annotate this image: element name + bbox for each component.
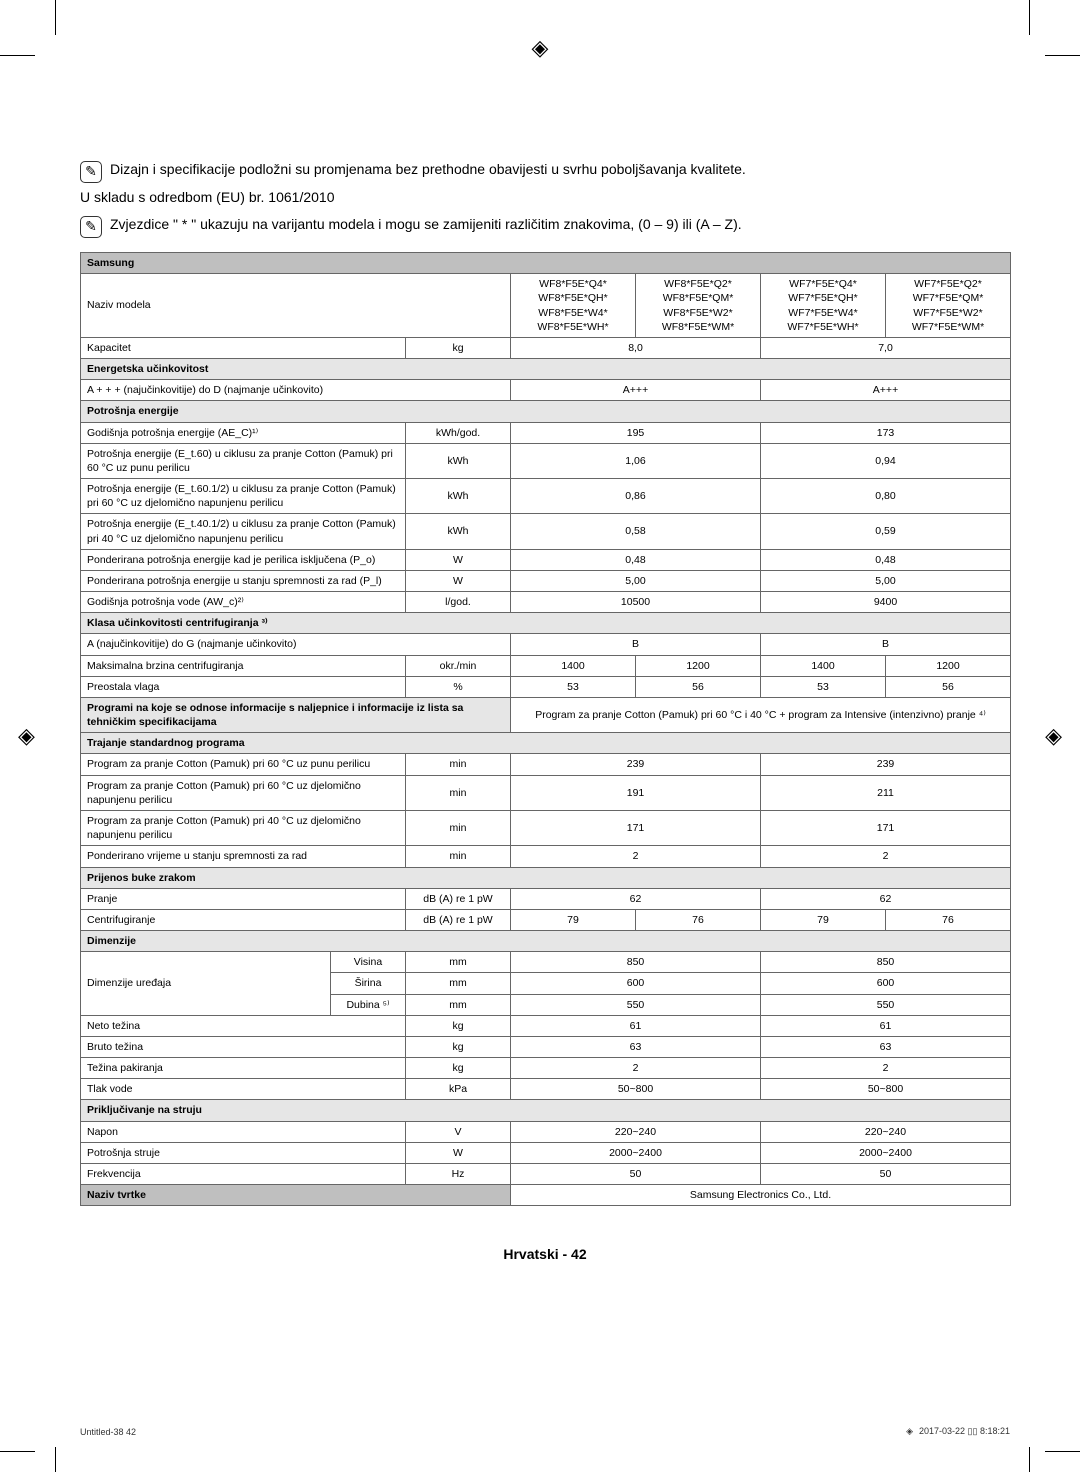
pressure-label: Tlak vode <box>81 1079 406 1100</box>
note-2: ✎ Zvjezdice " * " ukazuju na varijantu m… <box>80 215 1010 238</box>
note-1: ✎ Dizajn i specifikacije podložni su pro… <box>80 160 1010 183</box>
model-col4: WF7*F5E*Q2*WF7*F5E*QM*WF7*F5E*W2*WF7*F5E… <box>886 274 1011 338</box>
company-value: Samsung Electronics Co., Ltd. <box>511 1185 1011 1206</box>
capacity-v2: 7,0 <box>761 337 1011 358</box>
model-col1: WF8*F5E*Q4*WF8*F5E*QH*WF8*F5E*W4*WF8*F5E… <box>511 274 636 338</box>
pond-time-label: Ponderirano vrijeme u stanju spremnosti … <box>81 846 406 867</box>
note-icon: ✎ <box>80 216 102 238</box>
water-label: Godišnja potrošnja vode (AW_c)²⁾ <box>81 592 406 613</box>
wash-noise-label: Pranje <box>81 888 406 909</box>
pack-weight-label: Težina pakiranja <box>81 1058 406 1079</box>
footer-right: ◈ 2017-03-22 ▯▯ 8:18:21 <box>906 1426 1010 1437</box>
registration-right: ◈ <box>1045 723 1062 749</box>
pond-on-label: Ponderirana potrošnja energije u stanju … <box>81 570 406 591</box>
registration-bottom: ◈ <box>906 1426 913 1437</box>
company-label: Naziv tvrtke <box>81 1185 511 1206</box>
sec-duration: Trajanje standardnog programa <box>81 733 1011 754</box>
eff-class-v2: A+++ <box>761 380 1011 401</box>
spin-noise-label: Centrifugiranje <box>81 909 406 930</box>
model-col2: WF8*F5E*Q2*WF8*F5E*QM*WF8*F5E*W2*WF8*F5E… <box>636 274 761 338</box>
registration-left: ◈ <box>18 723 35 749</box>
sec-dim: Dimenzije <box>81 931 1011 952</box>
note-1-text: Dizajn i specifikacije podložni su promj… <box>110 160 746 180</box>
pond-off-label: Ponderirana potrošnja energije kad je pe… <box>81 549 406 570</box>
d60full-label: Program za pranje Cotton (Pamuk) pri 60 … <box>81 754 406 775</box>
e60half-label: Potrošnja energije (E_t.60.1/2) u ciklus… <box>81 479 406 514</box>
sec-programs-note: Program za pranje Cotton (Pamuk) pri 60 … <box>511 697 1011 732</box>
max-spin-label: Maksimalna brzina centrifugiranja <box>81 655 406 676</box>
dim-label: Dimenzije uređaja <box>81 952 331 1016</box>
power-label: Potrošnja struje <box>81 1142 406 1163</box>
sec-consumption: Potrošnja energije <box>81 401 1011 422</box>
annual-cons-label: Godišnja potrošnja energije (AE_C)¹⁾ <box>81 422 406 443</box>
note-icon: ✎ <box>80 161 102 183</box>
e60-label: Potrošnja energije (E_t.60) u ciklusu za… <box>81 443 406 478</box>
sec-elec: Priključivanje na struju <box>81 1100 1011 1121</box>
sec-noise: Prijenos buke zrakom <box>81 867 1011 888</box>
note-1-sub: U skladu s odredbom (EU) br. 1061/2010 <box>80 189 1010 205</box>
spin-class-label: A (najučinkovitije) do G (najmanje učink… <box>81 634 511 655</box>
eff-class-v1: A+++ <box>511 380 761 401</box>
registration-top: ◈ <box>532 35 549 61</box>
note-2-text: Zvjezdice " * " ukazuju na varijantu mod… <box>110 215 742 235</box>
footer-left: Untitled-38 42 <box>80 1427 136 1437</box>
capacity-label: Kapacitet <box>81 337 406 358</box>
capacity-v1: 8,0 <box>511 337 761 358</box>
brand-header: Samsung <box>81 253 1011 274</box>
model-label: Naziv modela <box>81 274 511 338</box>
moisture-label: Preostala vlaga <box>81 676 406 697</box>
d60half-label: Program za pranje Cotton (Pamuk) pri 60 … <box>81 775 406 810</box>
d40half-label: Program za pranje Cotton (Pamuk) pri 40 … <box>81 810 406 845</box>
freq-label: Frekvencija <box>81 1163 406 1184</box>
spec-table: Samsung Naziv modela WF8*F5E*Q4*WF8*F5E*… <box>80 252 1011 1206</box>
capacity-unit: kg <box>406 337 511 358</box>
model-col3: WF7*F5E*Q4*WF7*F5E*QH*WF7*F5E*W4*WF7*F5E… <box>761 274 886 338</box>
sec-programs-label: Programi na koje se odnose informacije s… <box>81 697 511 732</box>
voltage-label: Napon <box>81 1121 406 1142</box>
sec-spin: Klasa učinkovitosti centrifugiranja ³⁾ <box>81 613 1011 634</box>
net-weight-label: Neto težina <box>81 1015 406 1036</box>
sec-energy-eff: Energetska učinkovitost <box>81 359 1011 380</box>
page-footer: Hrvatski - 42 <box>80 1246 1010 1262</box>
page-content: ✎ Dizajn i specifikacije podložni su pro… <box>0 0 1080 1302</box>
eff-class-label: A + + + (najučinkovitije) do D (najmanje… <box>81 380 511 401</box>
e40half-label: Potrošnja energije (E_t.40.1/2) u ciklus… <box>81 514 406 549</box>
gross-weight-label: Bruto težina <box>81 1036 406 1057</box>
